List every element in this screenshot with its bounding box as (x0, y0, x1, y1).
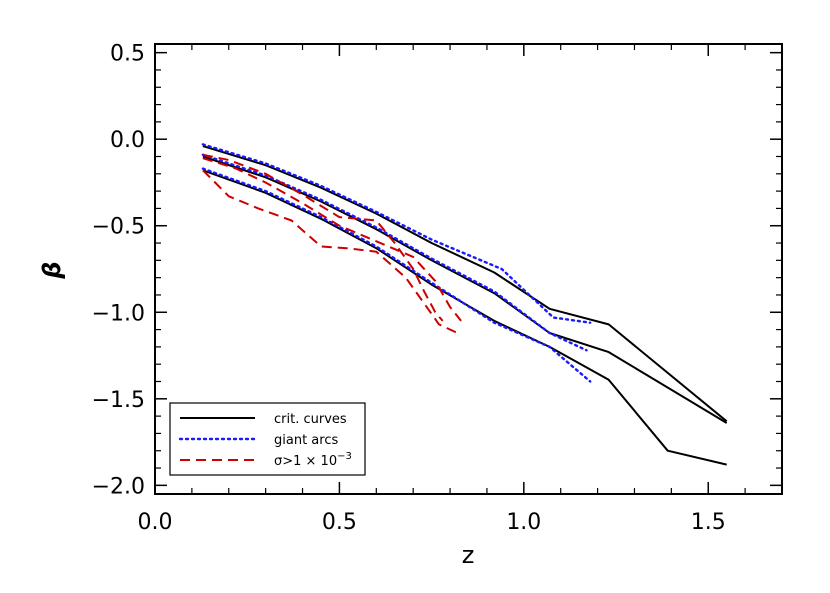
x-axis-title: z (462, 541, 475, 569)
x-tick-label: 0.0 (138, 510, 173, 535)
legend-label-exponent: −3 (337, 451, 352, 462)
series-line-6 (201, 167, 592, 383)
x-tick-label: 1.0 (506, 510, 541, 535)
legend-label-2: giant arcs (274, 433, 338, 448)
series-line-1 (202, 145, 728, 423)
x-tick-label: 1.5 (691, 510, 726, 535)
y-tick-label: −1.0 (92, 301, 145, 326)
legend-label-1: crit. curves (274, 412, 347, 427)
y-tick-label: −1.5 (92, 388, 145, 413)
y-tick-label: 0.0 (110, 128, 145, 153)
legend-label-3: σ>1 × 10−3 (274, 451, 352, 469)
series-layer (201, 143, 728, 466)
series-line-4 (201, 143, 592, 324)
ticks-layer: 0.0 0.5 1.0 1.5 0.5 0.0 −0.5 −1.0 −1.5 −2.0 (92, 42, 782, 535)
y-tick-label: −2.0 (92, 474, 145, 499)
series-line-5 (201, 153, 588, 352)
series-line-8 (202, 157, 462, 322)
y-axis-title: β (38, 261, 66, 279)
series-line-7 (202, 153, 444, 322)
series-line-9 (202, 169, 458, 334)
legend-entries: crit. curves giant arcs σ>1 × 10−3 (178, 412, 352, 469)
y-tick-label: 0.5 (110, 42, 145, 67)
x-tick-label: 0.5 (322, 510, 357, 535)
series-line-2 (202, 155, 728, 424)
y-tick-label: −0.5 (92, 215, 145, 240)
legend: crit. curves giant arcs σ>1 × 10−3 (169, 402, 366, 476)
plot-frame (154, 43, 783, 495)
legend-box (169, 402, 366, 476)
